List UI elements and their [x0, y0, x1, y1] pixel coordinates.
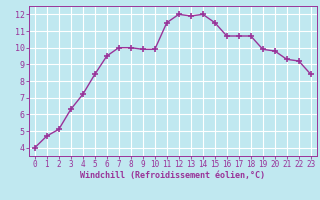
X-axis label: Windchill (Refroidissement éolien,°C): Windchill (Refroidissement éolien,°C) [80, 171, 265, 180]
